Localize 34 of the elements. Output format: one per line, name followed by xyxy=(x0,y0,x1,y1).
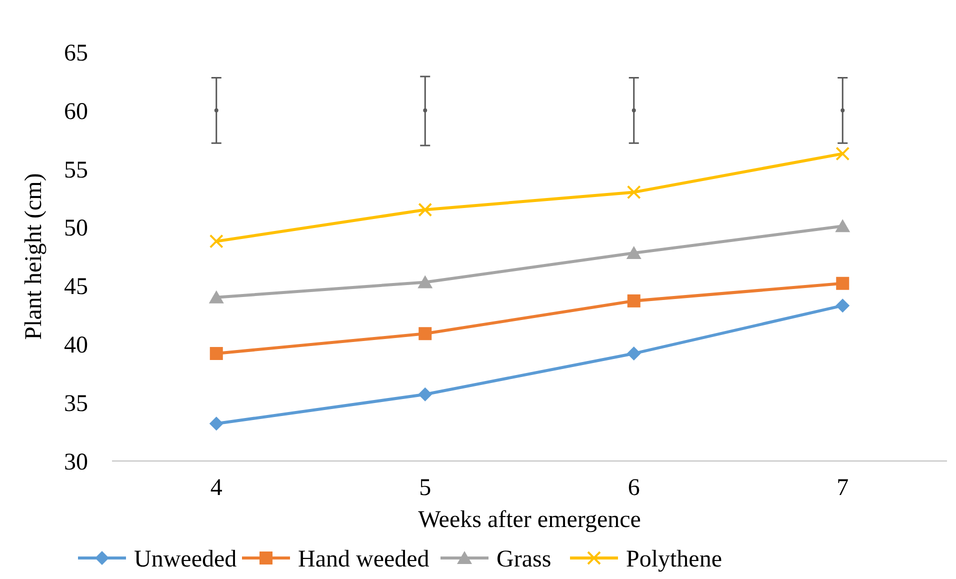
point xyxy=(626,185,641,200)
point xyxy=(418,387,432,402)
point xyxy=(836,298,850,313)
legend-label: Polythene xyxy=(626,546,722,572)
x-axis-title: Weeks after emergence xyxy=(418,507,641,533)
point xyxy=(627,294,640,308)
y-tick-label: 40 xyxy=(64,332,88,359)
x-tick-label: 6 xyxy=(628,475,640,501)
y-tick-label: 30 xyxy=(64,449,88,476)
point xyxy=(836,146,850,161)
y-tick-label: 50 xyxy=(64,216,88,242)
x-tick-label: 5 xyxy=(419,475,432,501)
point xyxy=(209,234,224,248)
point xyxy=(418,275,433,288)
y-tick-label: 45 xyxy=(64,274,88,300)
point xyxy=(418,202,432,217)
y-tick-label: 35 xyxy=(64,390,88,417)
y-tick-label: 65 xyxy=(64,40,88,66)
point xyxy=(836,276,850,290)
point xyxy=(418,327,432,340)
y-tick-label: 55 xyxy=(64,157,88,184)
point xyxy=(835,219,850,232)
point xyxy=(626,246,642,259)
point xyxy=(208,290,224,304)
legend-label: Hand weeded xyxy=(298,546,430,572)
point xyxy=(209,416,224,431)
point xyxy=(210,346,223,360)
point xyxy=(626,346,641,360)
x-tick-label: 7 xyxy=(836,475,849,501)
legend-label: Grass xyxy=(496,546,552,572)
x-tick-label: 4 xyxy=(210,475,222,501)
y-tick-label: 60 xyxy=(64,98,88,125)
y-axis-title: Plant height (cm) xyxy=(21,173,47,340)
legend-label: Unweeded xyxy=(134,546,237,572)
